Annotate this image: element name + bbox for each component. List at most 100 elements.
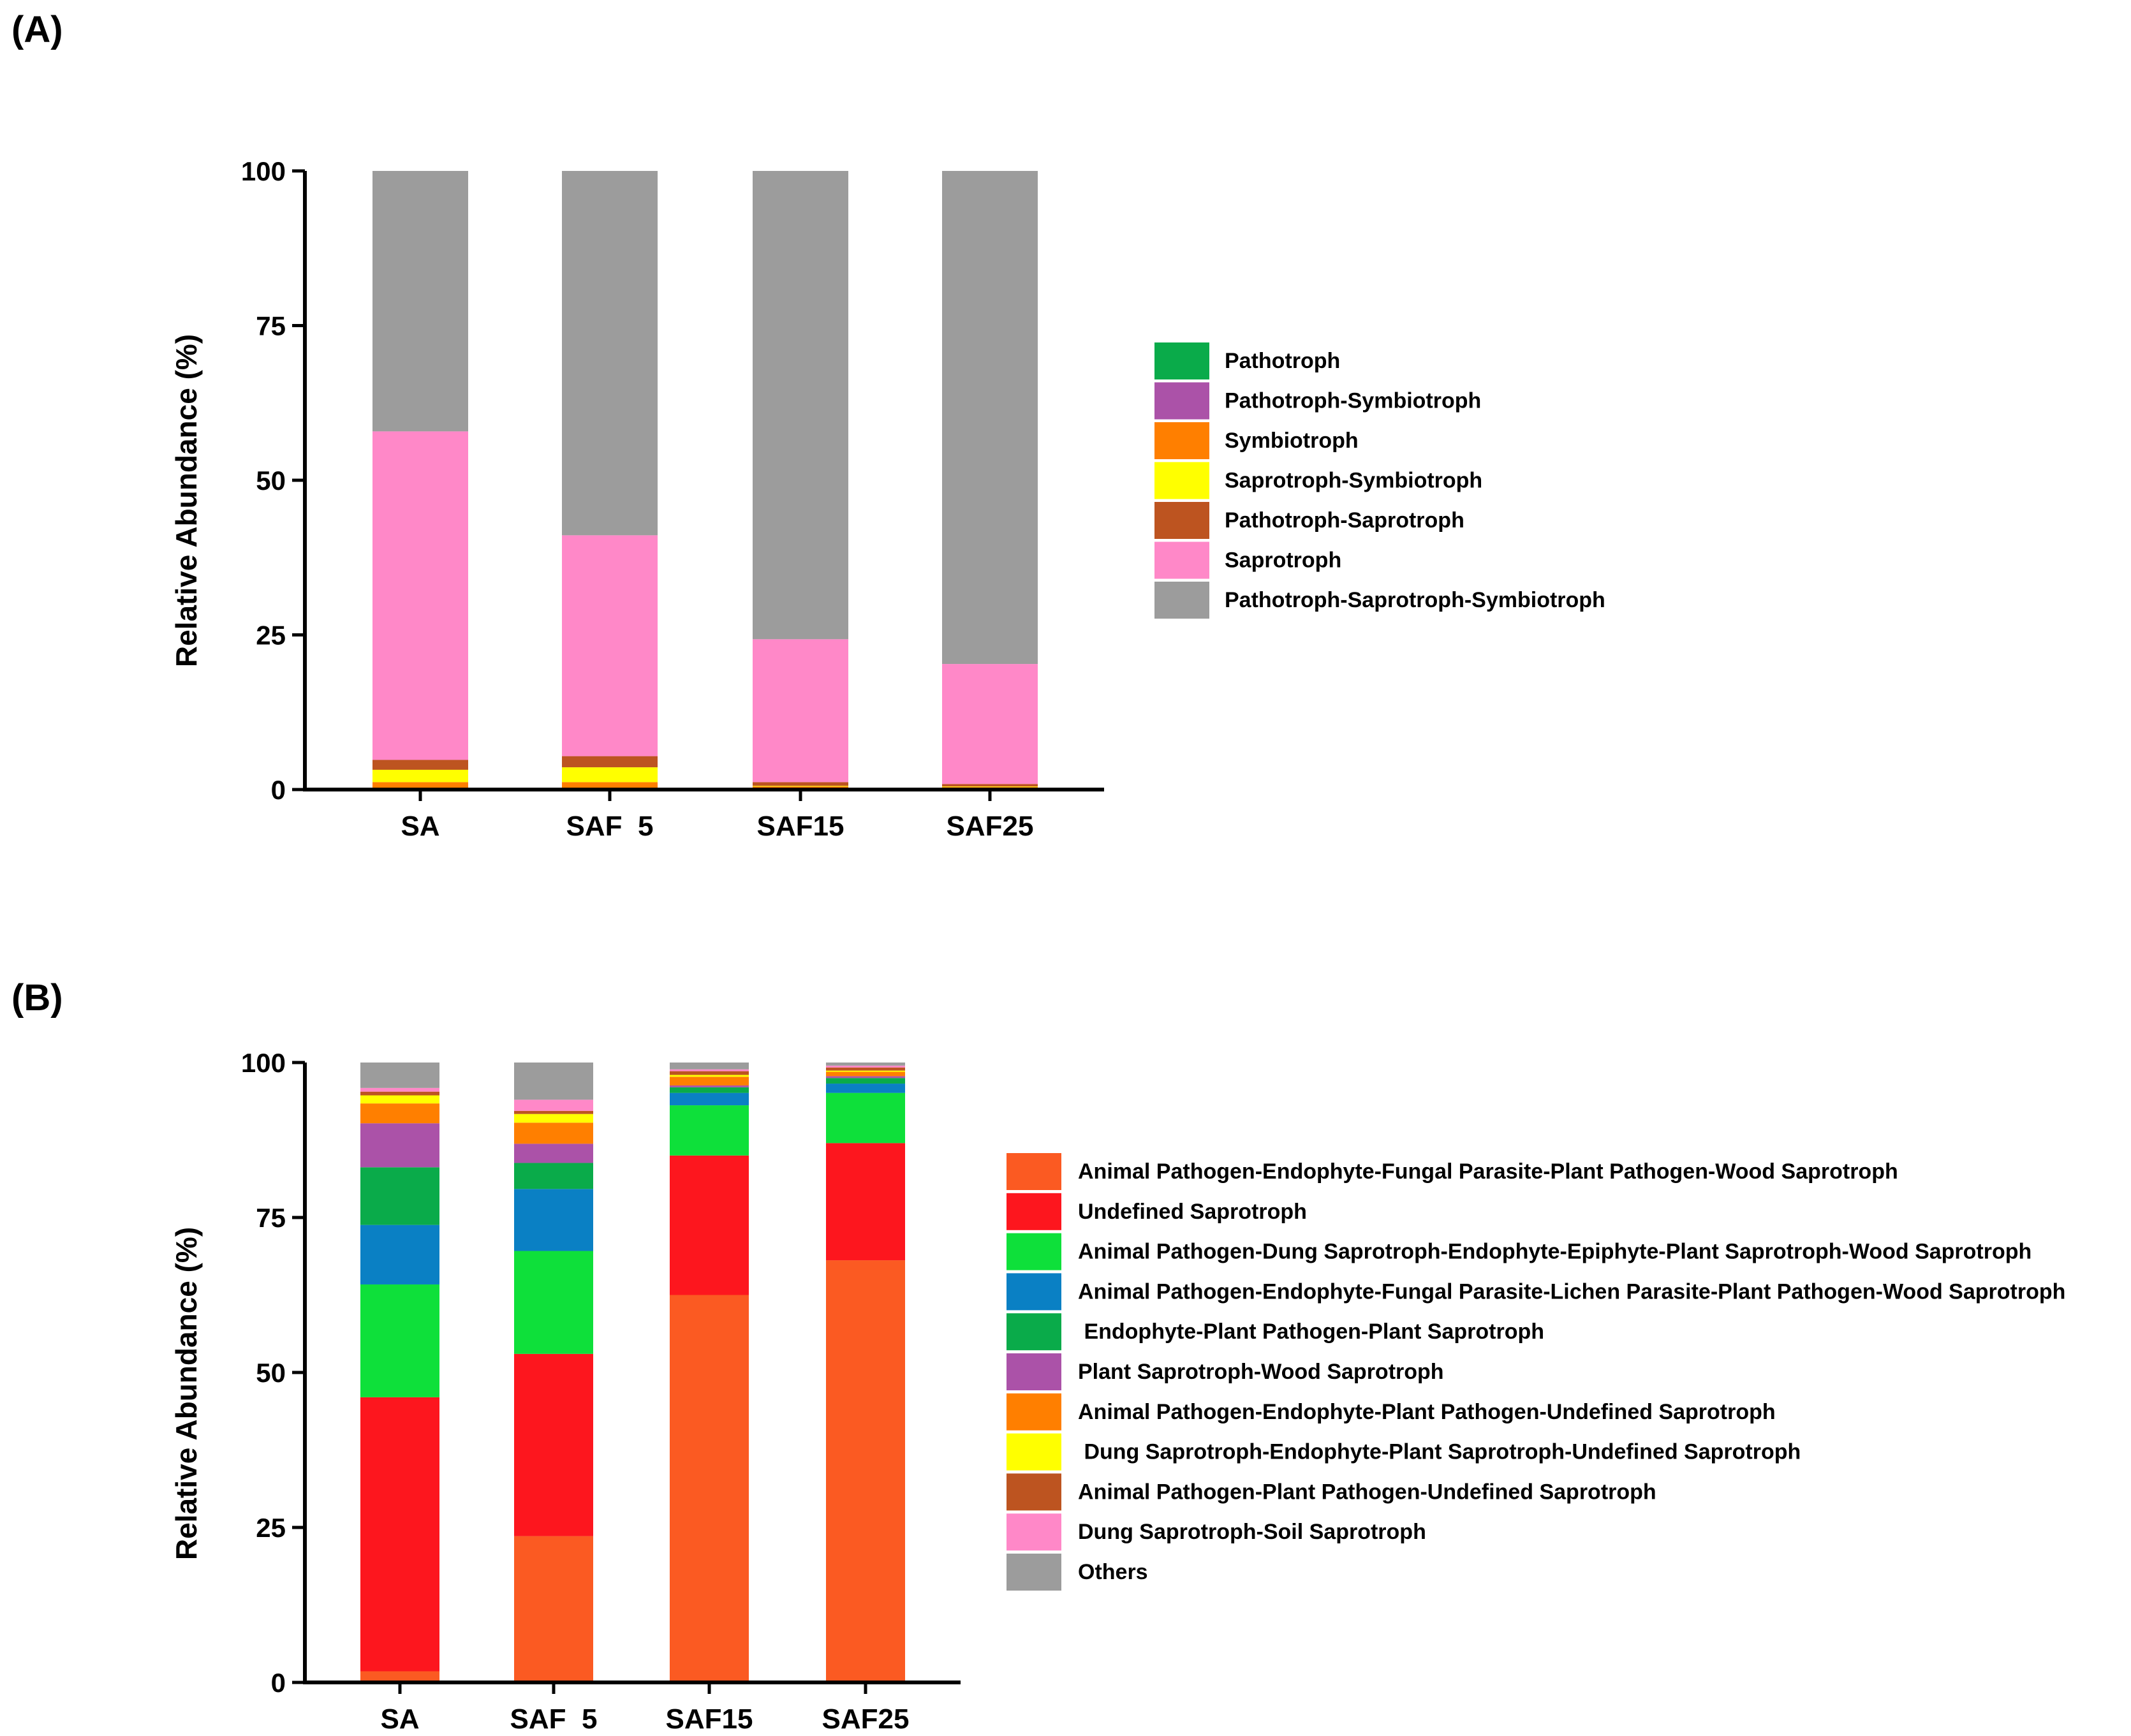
panel-a-y-axis-title: Relative Abundance (%) (170, 334, 203, 667)
panel-b-legend-swatch (1007, 1273, 1061, 1311)
panel-b-bar-segment (826, 1063, 905, 1066)
panel-a-bar-segment (562, 756, 658, 768)
panel-b-legend-label: Undefined Saprotroph (1078, 1200, 1307, 1224)
panel-b-x-category-label: SA (380, 1703, 419, 1735)
panel-a-legend-swatch (1154, 422, 1209, 459)
panel-b-legend-label: Animal Pathogen-Plant Pathogen-Undefined… (1078, 1480, 1656, 1504)
panel-b-y-axis-title: Relative Abundance (%) (170, 1227, 203, 1560)
panel-b-legend-label: Plant Saprotroph-Wood Saprotroph (1078, 1360, 1444, 1384)
panel-b-bar-segment (360, 1671, 439, 1682)
panel-b-bar-segment (826, 1070, 905, 1072)
panel-a-bar-segment (562, 767, 658, 783)
panel-b-y-tick-label: 100 (241, 1048, 286, 1078)
panel-b-bar-segment (826, 1071, 905, 1077)
panel-b-x-category-label: SAF 5 (510, 1703, 598, 1735)
panel-a-legend-label: Pathotroph-Symbiotroph (1225, 389, 1481, 413)
panel-b-bar-segment (514, 1063, 593, 1100)
panel-b-legend-label: Others (1078, 1560, 1148, 1584)
panel-b-bar-segment (514, 1163, 593, 1189)
panel-a-legend-swatch (1154, 382, 1209, 420)
panel-b-label: (B) (11, 977, 63, 1019)
panel-b-y-tick-label: 25 (256, 1513, 286, 1543)
panel-a-legend-swatch (1154, 502, 1209, 539)
panel-b-bar-segment (360, 1095, 439, 1104)
panel-b-bar-segment (670, 1087, 749, 1093)
panel-a-y-tick-label: 50 (256, 466, 286, 496)
panel-a: (A) Relative Abundance (%) 0 25 50 75 100 SA… (11, 9, 1605, 842)
panel-b-y-tick-label: 75 (256, 1203, 286, 1233)
panel-a-legend-label: Saprotroph-Symbiotroph (1225, 469, 1482, 493)
panel-b-legend-label: Dung Saprotroph-Soil Saprotroph (1078, 1520, 1426, 1544)
panel-b-x-category-label: SAF25 (822, 1703, 910, 1735)
panel-b-legend-label: Endophyte-Plant Pathogen-Plant Saprotrop… (1078, 1320, 1544, 1344)
panel-b-y-ticks: 0 25 50 75 100 (241, 1048, 305, 1698)
panel-a-legend-label: Pathotroph (1225, 349, 1340, 373)
panel-a-bar-segment (942, 784, 1038, 787)
panel-a-bar-segment (753, 782, 848, 786)
panel-a-x-category-label: SAF25 (947, 811, 1034, 842)
panel-a-legend-label: Saprotroph (1225, 548, 1341, 573)
panel-b-bar-segment (514, 1114, 593, 1123)
panel-b-bar-segment (670, 1077, 749, 1085)
panel-a-legend-label: Pathotroph-Saprotroph (1225, 508, 1464, 533)
panel-b-legend-swatch (1007, 1513, 1061, 1551)
panel-b-bar-segment (360, 1063, 439, 1088)
panel-a-legend-label: Symbiotroph (1225, 429, 1359, 453)
panel-a-bar-segment (562, 782, 658, 789)
panel-b-bar-segment (670, 1071, 749, 1075)
panel-b-bar-segment (514, 1144, 593, 1163)
panel-b-bar-segment (670, 1105, 749, 1156)
panel-a-legend-label: Pathotroph-Saprotroph-Symbiotroph (1225, 588, 1605, 612)
panel-a-bar-segment (372, 760, 468, 770)
panel-b-bar-segment (360, 1087, 439, 1092)
panel-a-bar-segment (942, 786, 1038, 788)
panel-b-legend-label: Animal Pathogen-Endophyte-Fungal Parasit… (1078, 1159, 1898, 1184)
panel-b-legend-label: Animal Pathogen-Endophyte-Fungal Parasit… (1078, 1279, 2065, 1304)
panel-b-bar-segment (670, 1155, 749, 1295)
panel-b-legend-swatch (1007, 1153, 1061, 1190)
panel-b-legend-swatch (1007, 1193, 1061, 1230)
panel-b-bar-segment (826, 1092, 905, 1144)
panel-a-x-category-label: SAF15 (757, 811, 844, 842)
panel-a-x-category-label: SA (401, 811, 439, 842)
panel-a-x-category-label: SAF 5 (566, 811, 654, 842)
panel-a-bar-segment (562, 535, 658, 756)
panel-b-bar-segment (360, 1397, 439, 1672)
panel-b-bar-segment (670, 1092, 749, 1106)
panel-b-bar-segment (826, 1084, 905, 1093)
panel-a-bar-segment (372, 431, 468, 760)
panel-a-bar-segment (753, 786, 848, 789)
panel-a-label: (A) (11, 9, 63, 50)
panel-a-y-ticks: 0 25 50 75 100 (241, 156, 305, 805)
panel-b-bar-segment (514, 1536, 593, 1682)
panel-b-bar-segment (514, 1251, 593, 1354)
panel-b-bar-segment (360, 1167, 439, 1225)
panel-b-legend-swatch (1007, 1473, 1061, 1511)
panel-a-legend: Pathotroph Pathotroph-Symbiotroph Symbiotr… (1154, 342, 1605, 619)
panel-a-bar-segment (942, 171, 1038, 665)
panel-b-bar-segment (360, 1123, 439, 1168)
panel-a-bar-segment (562, 171, 658, 536)
panel-a-legend-swatch (1154, 541, 1209, 579)
panel-b-bar-segment (514, 1189, 593, 1251)
panel-b-bar-segment (514, 1100, 593, 1111)
panel-b-bar-segment (360, 1284, 439, 1397)
panel-b-y-tick-label: 50 (256, 1358, 286, 1388)
panel-b-legend-swatch (1007, 1393, 1061, 1431)
panel-b-x-labels: SA SAF 5 SAF15 SAF25 (380, 1682, 909, 1735)
panel-b-y-tick-label: 0 (271, 1668, 286, 1698)
panel-b: (B) Relative Abundance (%) 0 25 50 75 100 SA… (11, 977, 2065, 1735)
panel-b-bar-segment (670, 1295, 749, 1682)
panel-b-legend: Animal Pathogen-Endophyte-Fungal Parasit… (1007, 1153, 2065, 1591)
panel-a-legend-swatch (1154, 342, 1209, 379)
panel-a-y-tick-label: 25 (256, 621, 286, 651)
panel-b-bar-segment (360, 1225, 439, 1284)
panel-b-legend-swatch (1007, 1353, 1061, 1390)
panel-b-legend-swatch (1007, 1554, 1061, 1591)
panel-b-legend-swatch (1007, 1233, 1061, 1270)
panel-a-bar-segment (942, 664, 1038, 784)
panel-b-legend-label: Animal Pathogen-Endophyte-Plant Pathogen… (1078, 1400, 1776, 1424)
panel-b-bar-segment (670, 1085, 749, 1087)
panel-a-bar-segment (753, 639, 848, 783)
panel-b-bar-segment (670, 1063, 749, 1070)
